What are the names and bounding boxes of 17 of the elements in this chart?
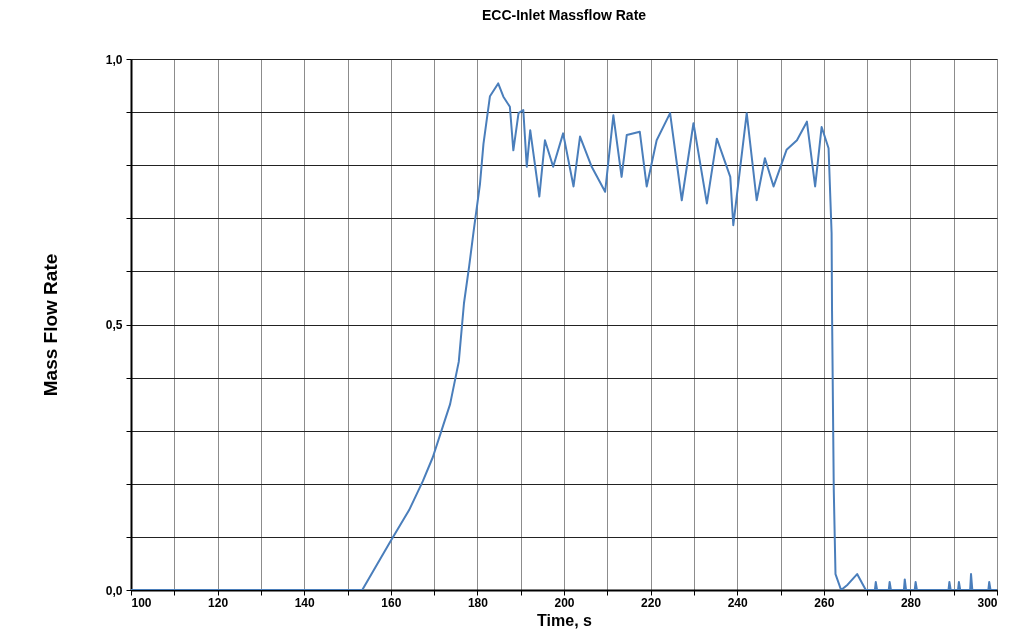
x-tick-label: 140 (294, 595, 316, 610)
x-tick-label: 280 (900, 595, 922, 610)
y-tick-label: 0,5 (105, 318, 123, 332)
x-tick-label: 100 (131, 595, 152, 610)
x-axis-title: Time, s (537, 611, 593, 629)
y-tick-label: 0,0 (105, 583, 123, 598)
y-tick-label: 1,0 (105, 52, 123, 67)
x-tick-label: 160 (381, 595, 402, 610)
x-tick-label: 180 (467, 595, 489, 610)
x-tick-label: 200 (554, 595, 575, 610)
chart-title: ECC-Inlet Massflow Rate (481, 7, 647, 23)
x-tick-label: 300 (977, 595, 998, 610)
x-tick-label: 240 (727, 595, 749, 610)
x-tick-label: 260 (814, 595, 835, 610)
x-tick-label: 220 (641, 595, 662, 610)
y-axis-title: Mass Flow Rate (39, 253, 61, 397)
x-tick-label: 120 (208, 595, 229, 610)
